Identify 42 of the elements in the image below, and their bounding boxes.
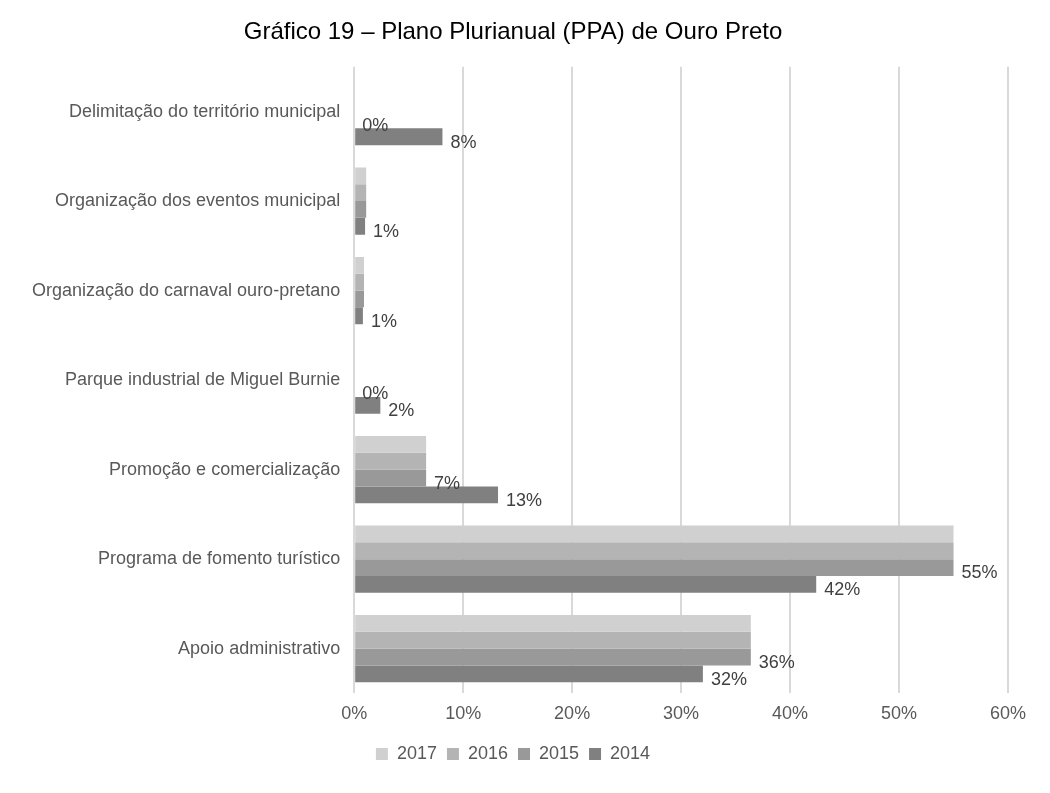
x-tick-label: 20% bbox=[554, 703, 591, 724]
data-label: 36% bbox=[758, 652, 795, 672]
data-label: 2% bbox=[388, 400, 415, 421]
bar bbox=[355, 307, 363, 325]
bar bbox=[355, 665, 703, 683]
y-tick-label: Organização dos eventos municipal bbox=[55, 190, 341, 211]
data-label: 42% bbox=[824, 579, 861, 600]
bar bbox=[355, 273, 364, 291]
bar bbox=[355, 559, 954, 576]
data-label: 32% bbox=[710, 668, 747, 689]
data-label: 8% bbox=[450, 131, 477, 152]
y-tick-label: Organização do carnaval ouro-pretano bbox=[31, 279, 341, 300]
data-label: 1% bbox=[370, 310, 397, 331]
data-label: 55% bbox=[961, 562, 998, 583]
bar bbox=[355, 217, 366, 235]
legend-label: 2014 bbox=[610, 742, 651, 763]
legend-label: 2015 bbox=[539, 742, 580, 763]
bar bbox=[355, 648, 751, 666]
legend-label: 2017 bbox=[396, 742, 437, 763]
x-tick-label: 0% bbox=[341, 703, 368, 724]
x-tick-label: 40% bbox=[772, 703, 809, 724]
x-tick-label: 10% bbox=[445, 703, 482, 724]
x-tick-label: 30% bbox=[663, 703, 700, 724]
bar bbox=[355, 184, 367, 202]
data-label: 13% bbox=[506, 489, 543, 510]
y-tick-label: Programa de fomento turístico bbox=[98, 548, 341, 569]
x-tick-label: 50% bbox=[881, 703, 918, 724]
legend-label: 2016 bbox=[467, 742, 508, 763]
x-tick-label: 60% bbox=[989, 703, 1027, 724]
y-tick-label: Promoção e comercialização bbox=[109, 458, 341, 479]
y-tick-label: Apoio administrativo bbox=[178, 637, 341, 658]
y-tick-label: Parque industrial de Miguel Burnie bbox=[65, 369, 341, 390]
bar bbox=[355, 631, 751, 649]
bar bbox=[355, 469, 427, 487]
bar bbox=[355, 290, 364, 308]
y-tick-label: Delimitação do território municipal bbox=[69, 100, 341, 121]
bar bbox=[355, 542, 954, 560]
chart-title: Gráfico 19 – Plano Plurianual (PPA) de Ouro Preto bbox=[243, 17, 783, 45]
bar bbox=[355, 452, 427, 470]
data-label: 1% bbox=[373, 221, 400, 242]
bar bbox=[355, 201, 367, 218]
bar bbox=[355, 575, 817, 593]
